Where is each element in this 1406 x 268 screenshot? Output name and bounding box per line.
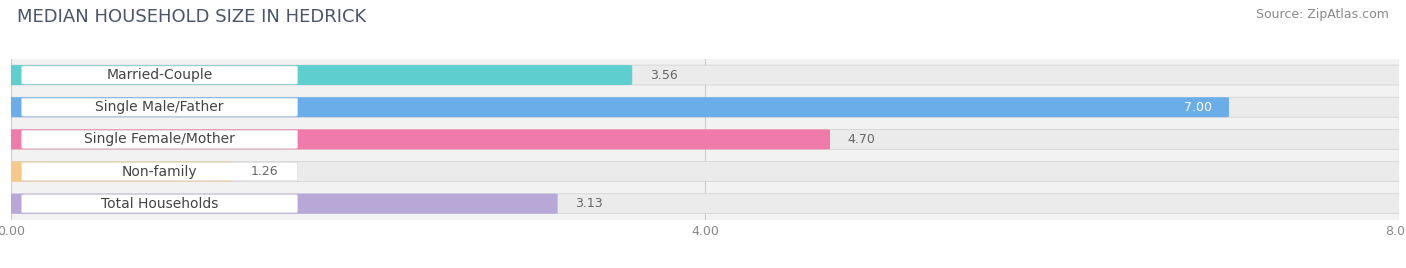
- Text: 1.26: 1.26: [250, 165, 278, 178]
- FancyBboxPatch shape: [8, 194, 558, 214]
- Text: 3.13: 3.13: [575, 197, 603, 210]
- FancyBboxPatch shape: [8, 194, 1402, 214]
- FancyBboxPatch shape: [21, 98, 298, 116]
- Text: Total Households: Total Households: [101, 197, 218, 211]
- FancyBboxPatch shape: [8, 97, 1402, 117]
- Text: Married-Couple: Married-Couple: [107, 68, 212, 82]
- FancyBboxPatch shape: [21, 195, 298, 213]
- Text: 3.56: 3.56: [650, 69, 678, 81]
- FancyBboxPatch shape: [8, 162, 233, 181]
- FancyBboxPatch shape: [8, 129, 830, 149]
- Text: 4.70: 4.70: [848, 133, 875, 146]
- Text: 7.00: 7.00: [1184, 101, 1212, 114]
- Text: Non-family: Non-family: [122, 165, 197, 178]
- FancyBboxPatch shape: [8, 97, 1229, 117]
- Text: MEDIAN HOUSEHOLD SIZE IN HEDRICK: MEDIAN HOUSEHOLD SIZE IN HEDRICK: [17, 8, 366, 26]
- Text: Single Female/Mother: Single Female/Mother: [84, 132, 235, 146]
- FancyBboxPatch shape: [8, 65, 1402, 85]
- FancyBboxPatch shape: [8, 129, 1402, 149]
- FancyBboxPatch shape: [21, 66, 298, 84]
- FancyBboxPatch shape: [21, 162, 298, 181]
- FancyBboxPatch shape: [8, 162, 1402, 181]
- Text: Single Male/Father: Single Male/Father: [96, 100, 224, 114]
- FancyBboxPatch shape: [8, 65, 633, 85]
- FancyBboxPatch shape: [21, 130, 298, 148]
- Text: Source: ZipAtlas.com: Source: ZipAtlas.com: [1256, 8, 1389, 21]
